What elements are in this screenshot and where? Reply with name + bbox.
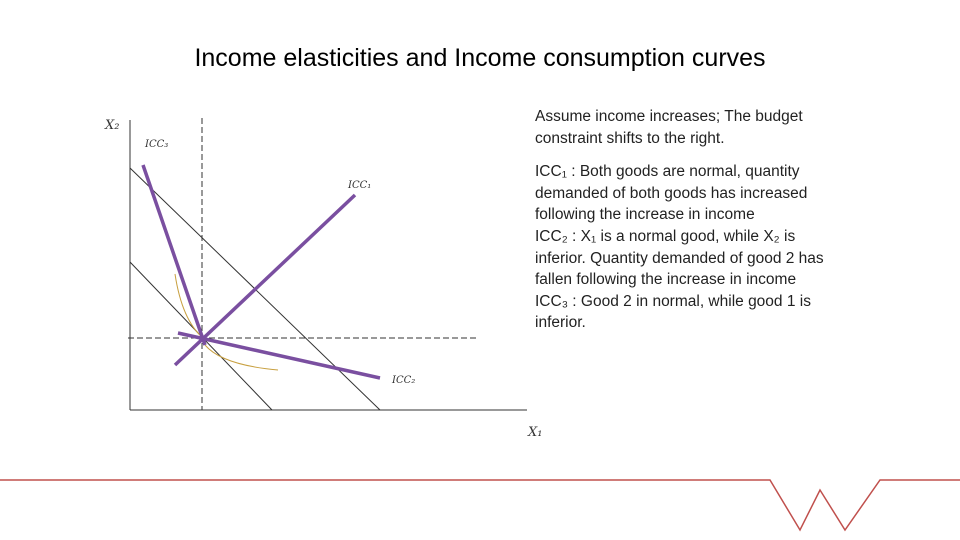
decoration bbox=[0, 479, 960, 532]
paragraph: ICC₂ : X₁ is a normal good, while X₂ is … bbox=[535, 227, 824, 289]
icc2-label: ICC₂ bbox=[391, 375, 415, 386]
text-block: Assume income increases; The budget cons… bbox=[535, 106, 835, 334]
x-axis-label: X₁ bbox=[527, 425, 542, 440]
icc3-label: ICC₃ bbox=[144, 139, 168, 150]
indifference-curve bbox=[174, 273, 204, 339]
indifference-curve bbox=[204, 344, 279, 371]
y-axis-label: X₂ bbox=[104, 118, 119, 133]
paragraph: ICC₁ : Both goods are normal, quantity d… bbox=[535, 163, 808, 224]
slide-title: Income elasticities and Income consumpti… bbox=[194, 44, 766, 72]
paragraph: ICC₃ : Good 2 in normal, while good 1 is… bbox=[535, 292, 811, 332]
icc3-line bbox=[141, 164, 207, 346]
icc1-label: ICC₁ bbox=[347, 180, 371, 191]
paragraph: Assume income increases; The budget cons… bbox=[535, 108, 803, 147]
icc2-line bbox=[177, 331, 381, 380]
icc1-line bbox=[173, 193, 357, 367]
